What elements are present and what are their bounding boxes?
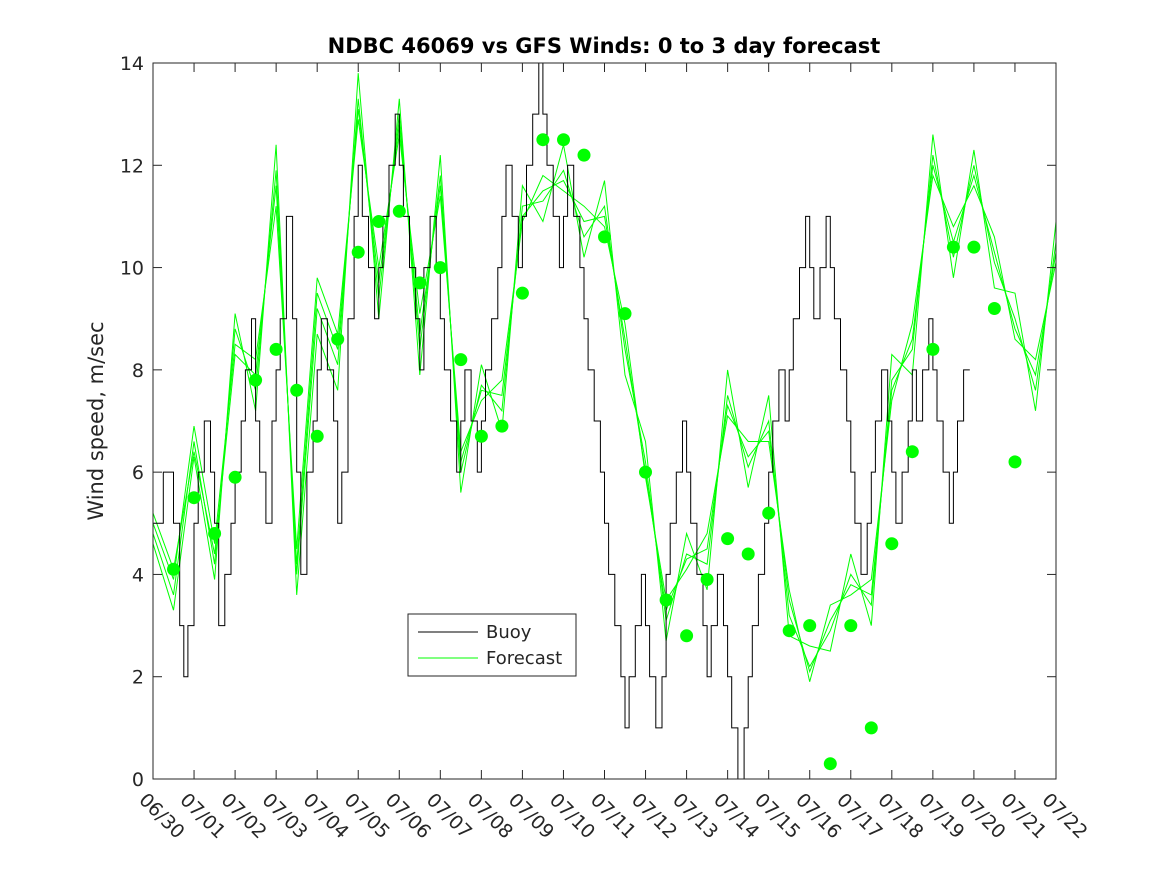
forecast-point: [351, 245, 365, 259]
forecast-point: [946, 240, 960, 254]
forecast-point: [659, 593, 673, 607]
forecast-point: [967, 240, 981, 254]
forecast-point: [885, 537, 899, 551]
forecast-point: [433, 261, 447, 275]
x-tick-label: 07/21: [996, 789, 1050, 843]
forecast-point: [700, 573, 714, 586]
forecast-point: [762, 506, 776, 520]
x-tick-label: 07/19: [914, 789, 968, 843]
x-tick-label: 07/03: [258, 789, 312, 843]
x-tick-label: 07/01: [176, 789, 230, 843]
y-tick-label: 0: [132, 769, 144, 791]
forecast-line-2: [153, 73, 1056, 652]
x-tick-label: 07/22: [1037, 789, 1091, 843]
forecast-point: [249, 373, 263, 387]
forecast-point: [741, 547, 755, 561]
x-tick-label: 07/14: [709, 789, 763, 843]
forecast-point: [187, 491, 201, 505]
forecast-point: [167, 562, 180, 576]
forecast-point: [557, 133, 570, 147]
x-tick-label: 07/06: [381, 789, 435, 843]
x-tick-label: 07/16: [791, 789, 845, 843]
x-tick-label: 07/17: [832, 789, 886, 843]
forecast-point: [454, 353, 468, 367]
forecast-line-3: [153, 108, 1056, 674]
forecast-point: [844, 619, 858, 633]
forecast-point: [372, 215, 386, 228]
forecast-point: [331, 332, 345, 346]
y-tick-label: 10: [120, 258, 144, 280]
forecast-point: [290, 383, 304, 397]
forecast-point: [474, 429, 488, 443]
forecast-point: [926, 342, 940, 356]
forecast-point: [1008, 455, 1022, 469]
legend-label-1: Forecast: [486, 648, 562, 669]
plot-area: 0246810121406/3007/0107/0207/0307/0407/0…: [120, 53, 1092, 843]
forecast-point: [495, 419, 509, 433]
x-tick-label: 07/12: [627, 789, 681, 843]
y-tick-label: 2: [132, 667, 144, 689]
forecast-point: [413, 276, 427, 290]
data-layer: [153, 63, 1056, 779]
y-tick-label: 12: [120, 155, 144, 177]
forecast-point: [228, 470, 242, 484]
y-tick-label: 8: [132, 360, 144, 382]
x-tick-label: 07/20: [955, 789, 1009, 843]
forecast-point: [515, 286, 529, 300]
y-axis-label: Wind speed, m/sec: [84, 321, 108, 520]
x-tick-label: 07/15: [750, 789, 804, 843]
forecast-point: [680, 629, 694, 643]
forecast-point: [269, 342, 283, 356]
forecast-point: [987, 302, 1001, 315]
forecast-point: [823, 757, 837, 771]
forecast-point: [803, 619, 817, 633]
forecast-point: [208, 527, 222, 540]
chart-title: NDBC 46069 vs GFS Winds: 0 to 3 day fore…: [328, 34, 881, 58]
forecast-point: [639, 465, 652, 479]
forecast-line-0: [153, 98, 1056, 668]
legend: Buoy Forecast: [407, 613, 577, 677]
x-tick-label: 07/02: [217, 789, 271, 843]
x-tick-label: 07/11: [586, 789, 640, 843]
legend-label-0: Buoy: [486, 622, 532, 643]
forecast-point: [905, 445, 919, 459]
x-tick-label: 07/13: [668, 789, 722, 843]
x-tick-label: 07/10: [545, 789, 599, 843]
x-tick-label: 07/07: [422, 789, 476, 843]
x-tick-label: 07/18: [873, 789, 927, 843]
x-tick-label: 07/04: [299, 789, 353, 843]
forecast-point: [577, 148, 591, 162]
forecast-point: [721, 532, 735, 546]
x-tick-label: 07/05: [340, 789, 394, 843]
forecast-point: [536, 133, 550, 147]
forecast-point: [310, 429, 324, 443]
x-tick-label: 07/09: [504, 789, 558, 843]
y-tick-label: 14: [120, 53, 144, 75]
forecast-point: [864, 721, 878, 735]
x-tick-label: 07/08: [463, 789, 517, 843]
forecast-point: [598, 230, 611, 244]
forecast-point: [618, 307, 632, 321]
forecast-point: [392, 204, 406, 218]
forecast-point: [782, 624, 796, 638]
y-tick-label: 4: [132, 564, 144, 586]
y-tick-label: 6: [132, 462, 144, 484]
legend-box: [407, 613, 577, 677]
forecast-line-1: [153, 119, 1056, 682]
x-tick-label: 06/30: [134, 789, 188, 843]
buoy-line: [153, 63, 970, 779]
